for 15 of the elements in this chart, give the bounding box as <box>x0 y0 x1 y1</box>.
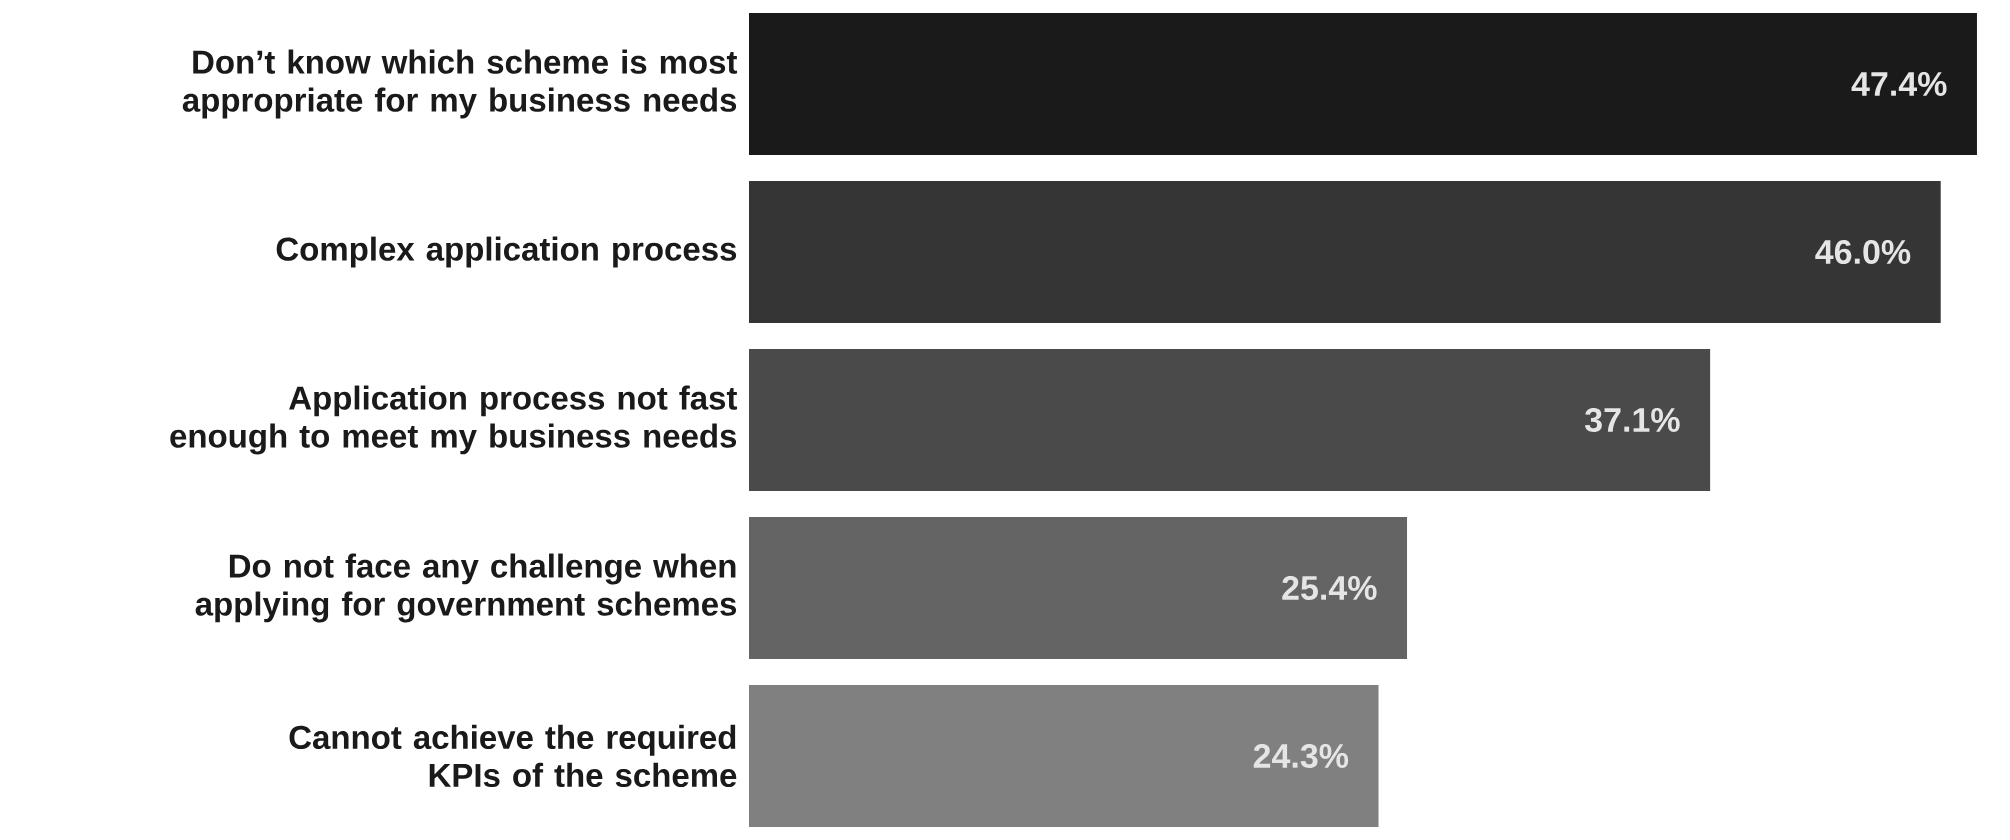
y-tick-label: Don’t know which scheme is most appropriate for my business needs <box>182 49 738 119</box>
data-label: 47.4% <box>1851 72 1947 96</box>
y-tick-label: Complex application process <box>276 236 737 268</box>
data-label: 46.0% <box>1815 239 1911 265</box>
data-label: 37.1% <box>1584 407 1680 433</box>
data-label: 25.4% <box>1282 575 1377 601</box>
y-tick-label: Cannot achieve the required KPIs of the scheme <box>289 724 737 788</box>
bar <box>749 13 1977 155</box>
bar <box>749 517 1408 659</box>
data-label: 24.3% <box>1253 743 1349 769</box>
bar <box>749 181 1941 323</box>
y-tick-label: Do not face any challenge when applying for government schemes <box>195 553 737 623</box>
bar <box>749 685 1379 827</box>
y-tick-label: Application process not fast enough to meet my business needs <box>170 385 738 455</box>
bar <box>749 349 1711 491</box>
